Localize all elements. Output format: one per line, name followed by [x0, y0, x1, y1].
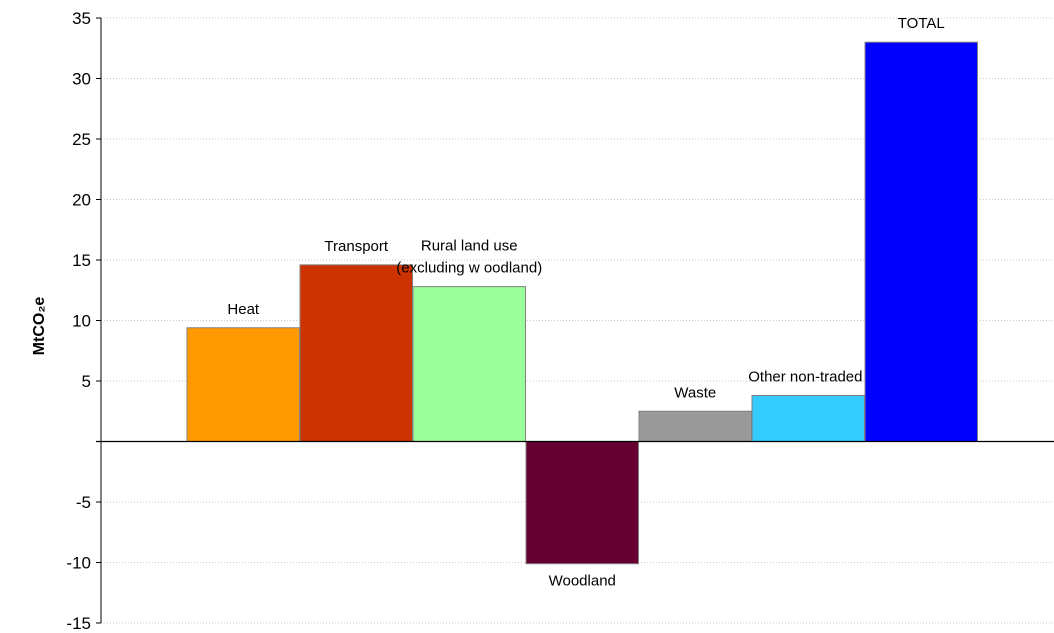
bar-other-non-traded	[751, 395, 865, 442]
bar-label: Woodland	[549, 573, 616, 590]
y-tick-labels: 35 30 25 20 15 10 5 -5 -10 -15	[66, 9, 91, 633]
y-axis-label: MtCO₂e	[31, 297, 48, 356]
bar-woodland	[525, 441, 639, 565]
y-tick-label: 10	[72, 312, 91, 331]
bar-label: Heat	[227, 301, 260, 318]
y-tick-label: -15	[66, 614, 91, 633]
bar-label: (excluding w oodland)	[396, 260, 542, 277]
bar-transport	[299, 264, 413, 442]
bars	[186, 41, 978, 565]
y-tick-label: -5	[76, 493, 91, 512]
y-tick-label: 25	[72, 130, 91, 149]
bar-heat	[186, 327, 300, 443]
bar-waste	[638, 410, 752, 442]
y-tick-label: -10	[66, 554, 91, 573]
bar-rural-land-use-excluding-w-oodland	[412, 286, 526, 442]
bar-total	[864, 41, 978, 442]
bar-label: TOTAL	[898, 15, 945, 32]
bar-label: Waste	[674, 384, 716, 401]
bar-label: Other non-traded	[748, 369, 862, 386]
bar-label: Rural land use	[421, 238, 518, 255]
axes	[96, 17, 1054, 624]
y-tick-label: 15	[72, 251, 91, 270]
bar-labels: Heat Transport Rural land use (excluding w …	[227, 15, 944, 590]
y-tick-label: 5	[82, 372, 91, 391]
bar-label: Transport	[324, 238, 388, 255]
y-tick-label: 35	[72, 9, 91, 28]
y-tick-label: 20	[72, 191, 91, 210]
y-tick-label: 30	[72, 70, 91, 89]
